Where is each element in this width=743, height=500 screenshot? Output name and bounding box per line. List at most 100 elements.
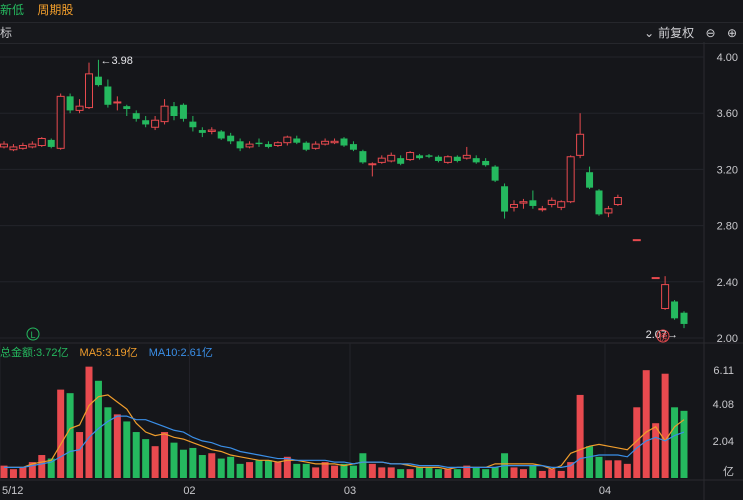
candle-body	[273, 142, 282, 147]
candle-body	[510, 204, 518, 208]
volume-tick-label: 亿	[723, 465, 734, 478]
volume-bar	[661, 373, 669, 478]
volume-bar	[331, 465, 339, 478]
candle-body	[377, 157, 386, 163]
volume-bar	[567, 462, 575, 478]
tab-cyclical[interactable]: 周期股	[37, 3, 74, 17]
time-axis-label: 5/12	[2, 485, 23, 497]
volume-bar	[595, 456, 603, 478]
volume-bar	[179, 449, 187, 478]
rank-badge-label: 榜	[658, 331, 667, 342]
volume-bar	[57, 389, 65, 478]
volume-bar	[586, 446, 594, 478]
volume-bar	[425, 467, 433, 478]
volume-bar	[359, 453, 367, 478]
volume-bar	[434, 469, 442, 478]
candle-body	[387, 154, 396, 162]
volume-tick-label: 2.04	[713, 436, 734, 448]
volume-bar	[406, 469, 414, 478]
time-axis-label: 04	[599, 485, 611, 497]
price-tick-label: 2.00	[717, 333, 738, 345]
chart-subheader: 标 ⌄ 前复权 ⊖ ⊕	[0, 22, 743, 44]
volume-bar	[642, 370, 650, 478]
candle-body	[85, 73, 93, 109]
candle-body	[519, 201, 528, 204]
candle-body	[0, 143, 8, 148]
candle-body	[651, 277, 660, 280]
volume-legend: 总金额:3.72亿 MA5:3.19亿 MA10:2.61亿	[0, 345, 221, 361]
volume-bar	[416, 467, 424, 478]
adjust-dropdown[interactable]: ⌄ 前复权	[644, 26, 694, 40]
candle-body	[547, 199, 556, 206]
volume-bar	[491, 467, 499, 478]
volume-bar	[217, 458, 225, 478]
candle-body	[406, 152, 415, 161]
high-annotation: ←3.98	[100, 55, 132, 67]
candle-body	[321, 140, 330, 145]
candle-body	[189, 121, 197, 128]
volume-bar	[510, 467, 518, 478]
volume-bar	[293, 463, 301, 478]
volume-ma10: MA10:2.61亿	[148, 347, 213, 359]
candle-body	[359, 151, 367, 163]
candle-body	[18, 145, 27, 149]
volume-bar	[208, 453, 216, 478]
time-axis-label: 02	[183, 485, 195, 497]
volume-bar	[189, 447, 197, 478]
tab-new-low[interactable]: 新低	[0, 3, 25, 17]
candle-body	[443, 156, 452, 163]
candle-body	[368, 163, 377, 166]
volume-bar	[444, 469, 452, 478]
candle-body	[557, 201, 566, 208]
volume-bar	[274, 462, 282, 478]
candle-body	[586, 172, 594, 188]
candle-body	[179, 104, 187, 119]
candle-body	[538, 208, 547, 211]
volume-bar	[321, 462, 329, 478]
price-tick-label: 3.20	[717, 164, 738, 176]
volume-bar	[227, 456, 235, 478]
candle-body	[293, 138, 301, 143]
volume-bar	[85, 366, 93, 478]
volume-bar	[548, 469, 556, 478]
volume-bar	[652, 423, 660, 478]
volume-bar	[38, 455, 46, 478]
volume-bar	[614, 460, 622, 478]
candle-body	[113, 101, 122, 104]
candle-body	[566, 156, 575, 203]
candle-body	[302, 142, 310, 150]
volume-bar	[387, 467, 395, 478]
volume-bar	[368, 463, 376, 478]
volume-tick-label: 4.08	[713, 399, 734, 411]
candle-body	[75, 105, 84, 111]
candle-body	[491, 166, 499, 181]
rank-badge	[656, 329, 670, 343]
candle-body	[632, 239, 641, 242]
volume-bar	[246, 462, 254, 478]
candle-body	[671, 301, 679, 319]
zoom-out-icon[interactable]: ⊖	[705, 26, 716, 40]
volume-bar	[312, 467, 320, 478]
zoom-in-icon[interactable]: ⊕	[726, 26, 737, 40]
volume-bar	[198, 455, 206, 478]
candle-body	[661, 284, 670, 309]
subheader-label: 标	[0, 26, 13, 40]
volume-bar	[453, 469, 461, 478]
top-tabs: 新低 周期股	[0, 0, 73, 20]
ma5-line	[4, 394, 685, 470]
volume-bar	[236, 463, 244, 478]
volume-bar	[255, 460, 263, 478]
volume-bar	[472, 467, 480, 478]
volume-bar	[576, 394, 584, 478]
volume-bar	[557, 470, 565, 478]
candle-body	[680, 312, 688, 324]
candle-body	[170, 106, 178, 117]
candle-body	[160, 105, 169, 123]
volume-bar	[349, 465, 357, 478]
candle-body	[501, 186, 509, 212]
volume-total: 总金额:3.72亿	[0, 347, 69, 359]
candle-body	[264, 144, 272, 147]
volume-bar	[132, 432, 140, 478]
candle-body	[453, 156, 461, 161]
